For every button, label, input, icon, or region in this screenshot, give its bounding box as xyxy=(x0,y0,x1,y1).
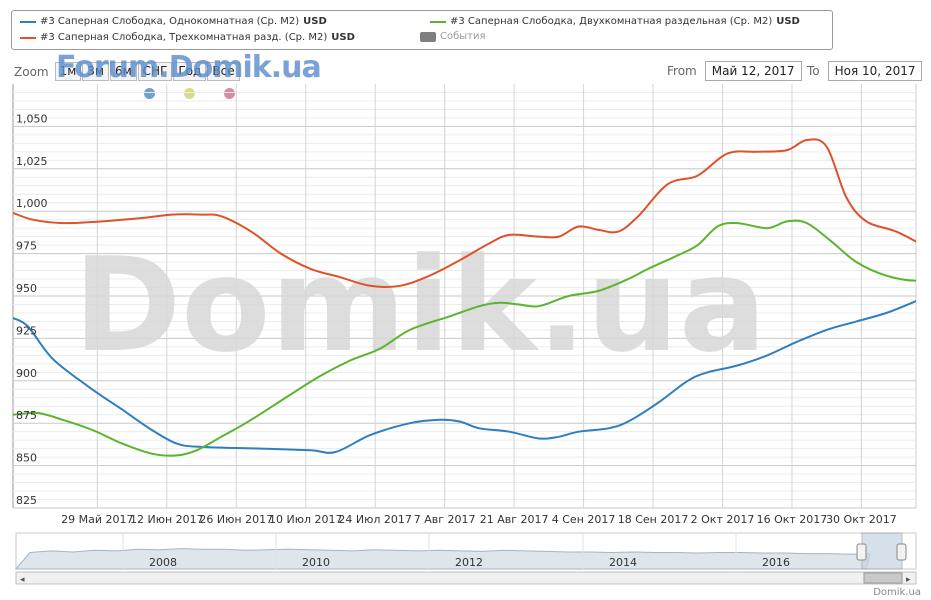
legend-unit: USD xyxy=(303,16,327,27)
zoom-1y-button[interactable]: Год xyxy=(173,62,207,81)
event-marker-dot[interactable] xyxy=(224,88,235,99)
series-line-2room xyxy=(13,219,916,457)
credit-label: Domik.ua xyxy=(873,587,921,598)
navigator-year-label: 2014 xyxy=(609,556,637,569)
legend-item-series-1[interactable]: #3 Саперная Слободка, Однокомнатная (Ср.… xyxy=(20,16,327,27)
zoom-6m-button[interactable]: 6м xyxy=(109,62,137,81)
x-tick-label: 26 Июн 2017 xyxy=(199,513,273,526)
range-to: To Ноя 10, 2017 xyxy=(807,61,923,81)
chart-series xyxy=(13,138,916,457)
zoom-selector: Zoom 1м 3м 6м СНГ Год Все xyxy=(14,62,241,81)
domik-watermark: Domik.ua xyxy=(73,229,766,381)
navigator-year-label: 2010 xyxy=(302,556,330,569)
x-tick-label: 7 Авг 2017 xyxy=(414,513,476,526)
y-tick-label: 850 xyxy=(16,452,37,465)
legend-unit: USD xyxy=(331,32,355,43)
legend-line-icon xyxy=(20,36,36,39)
to-date-input[interactable]: Ноя 10, 2017 xyxy=(827,61,923,81)
event-markers xyxy=(144,88,264,99)
legend-item-series-3[interactable]: #3 Саперная Слободка, Трехкомнатная разд… xyxy=(20,32,355,43)
event-marker-dot[interactable] xyxy=(144,88,155,99)
x-tick-label: 30 Окт 2017 xyxy=(826,513,897,526)
y-axis: 825 850 875 900 925 950 975 1,000 1,025 1,050 xyxy=(16,112,48,507)
legend-label: #3 Саперная Слободка, Двухкомнатная разд… xyxy=(450,16,773,27)
y-tick-label: 925 xyxy=(16,324,37,337)
scroll-left-arrow-icon[interactable]: ◂ xyxy=(20,575,25,585)
chart-grid xyxy=(12,84,917,509)
y-tick-label: 950 xyxy=(16,282,37,295)
chart-legend: #3 Саперная Слободка, Однокомнатная (Ср.… xyxy=(11,10,833,50)
x-tick-label: 29 Май 2017 xyxy=(61,513,133,526)
navigator-area xyxy=(14,548,871,570)
navigator-scrollbar[interactable] xyxy=(15,571,917,585)
y-tick-label: 1,050 xyxy=(16,112,48,125)
from-label: From xyxy=(667,64,697,78)
x-tick-label: 18 Сен 2017 xyxy=(618,513,689,526)
navigator-frame xyxy=(15,532,917,570)
legend-item-events[interactable]: События xyxy=(420,31,486,42)
legend-line-icon xyxy=(430,20,446,23)
navigator-year-label: 2016 xyxy=(762,556,790,569)
y-tick-label: 1,000 xyxy=(16,197,48,210)
series-line-1room xyxy=(13,300,916,454)
y-tick-label: 900 xyxy=(16,367,37,380)
x-tick-label: 4 Сен 2017 xyxy=(552,513,616,526)
navigator-right-handle[interactable] xyxy=(896,543,907,561)
zoom-ytd-button[interactable]: СНГ xyxy=(137,62,173,81)
events-box-icon xyxy=(420,31,436,42)
x-tick-label: 12 Июн 2017 xyxy=(130,513,204,526)
x-tick-label: 21 Авг 2017 xyxy=(480,513,549,526)
navigator-selection[interactable] xyxy=(861,532,903,570)
zoom-1m-button[interactable]: 1м xyxy=(54,62,82,81)
navigator-year-label: 2008 xyxy=(149,556,177,569)
legend-unit: USD xyxy=(776,16,800,27)
event-marker-dot[interactable] xyxy=(184,88,195,99)
legend-line-icon xyxy=(20,20,36,23)
y-tick-label: 825 xyxy=(16,494,37,507)
x-tick-label: 10 Июл 2017 xyxy=(269,513,343,526)
legend-label: #3 Саперная Слободка, Однокомнатная (Ср.… xyxy=(40,16,300,27)
navigator-year-label: 2012 xyxy=(455,556,483,569)
y-tick-label: 975 xyxy=(16,240,37,253)
legend-item-series-2[interactable]: #3 Саперная Слободка, Двухкомнатная разд… xyxy=(430,16,800,27)
scroll-right-arrow-icon[interactable]: ▸ xyxy=(906,575,911,585)
x-tick-label: 24 Июл 2017 xyxy=(338,513,412,526)
navigator: 2008 2010 2012 2014 2016 ◂ ▸ xyxy=(14,532,917,585)
legend-label: События xyxy=(440,31,486,42)
x-tick-label: 2 Окт 2017 xyxy=(691,513,755,526)
zoom-label: Zoom xyxy=(14,64,49,79)
zoom-3m-button[interactable]: 3м xyxy=(82,62,109,81)
navigator-scrollbar-thumb[interactable] xyxy=(863,572,903,584)
legend-label: #3 Саперная Слободка, Трехкомнатная разд… xyxy=(40,32,328,43)
x-tick-label: 16 Окт 2017 xyxy=(757,513,828,526)
navigator-left-handle[interactable] xyxy=(856,543,867,561)
zoom-all-button[interactable]: Все xyxy=(207,62,240,81)
from-date-input[interactable]: Май 12, 2017 xyxy=(704,61,802,81)
y-tick-label: 875 xyxy=(16,409,37,422)
forum-watermark: Forum.Domik.ua xyxy=(56,50,322,85)
series-line-3room xyxy=(13,138,916,288)
range-from: From Май 12, 2017 xyxy=(667,61,802,81)
to-label: To xyxy=(807,64,820,78)
y-tick-label: 1,025 xyxy=(16,155,48,168)
